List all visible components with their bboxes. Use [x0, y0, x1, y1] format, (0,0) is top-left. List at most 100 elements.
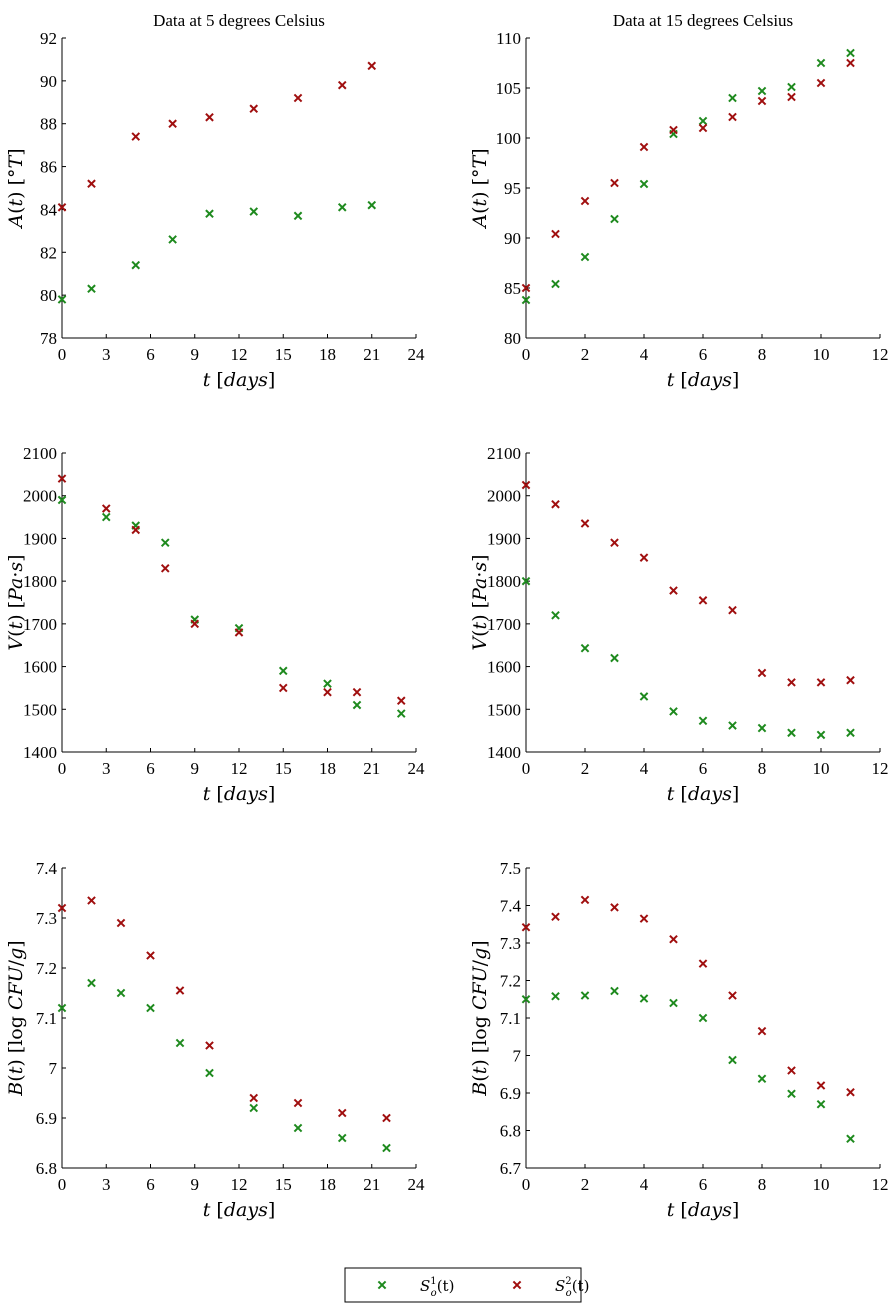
chart-title: Data at 5 degrees Celsius: [153, 11, 325, 30]
series-1: [521, 48, 855, 305]
data-point: [521, 576, 531, 586]
data-point: [205, 1041, 214, 1050]
data-point: [175, 986, 185, 995]
chart-panel-3: 0 3 6 9 12 15 18 21 24 1400 1500 1600 1700 1800 1900 20…: [5, 444, 425, 805]
x-tick-label: 12: [231, 345, 248, 364]
data-point: [352, 687, 362, 697]
data-point: [610, 986, 619, 996]
data-point: [580, 519, 590, 528]
data-point: [87, 284, 96, 294]
series-1: [57, 978, 391, 1153]
data-point: [168, 235, 177, 244]
y-tick-label: 7.1: [500, 1009, 521, 1028]
data-point: [698, 123, 708, 133]
y-tick-label: 82: [40, 243, 57, 262]
x-tick-label: 12: [872, 1175, 889, 1194]
x-axis-label: t [days]: [667, 783, 740, 805]
y-tick-label: 85: [504, 279, 521, 298]
series-2: [521, 480, 855, 687]
x-tick-label: 3: [102, 759, 111, 778]
data-point: [337, 1133, 347, 1143]
data-point: [249, 207, 259, 216]
y-tick-label: 6.9: [36, 1109, 57, 1128]
y-tick-label: 1700: [23, 615, 57, 634]
data-point: [396, 696, 406, 706]
data-point: [816, 730, 826, 740]
data-point: [382, 1113, 391, 1123]
x-tick-label: 18: [319, 345, 336, 364]
chart-panel-4: 0 2 4 6 8 10 12 1400 1500 1600 1700 1800 1900 2000 210…: [469, 444, 889, 805]
data-point: [639, 994, 649, 1003]
y-tick-label: 90: [504, 229, 521, 248]
data-point: [175, 1038, 185, 1048]
data-point: [669, 707, 678, 716]
y-tick-label: 88: [40, 115, 57, 134]
data-point: [580, 252, 590, 262]
data-point: [323, 687, 332, 697]
y-tick-label: 80: [504, 329, 521, 348]
x-axis-label: t [days]: [203, 369, 276, 391]
data-point: [293, 93, 303, 103]
x-tick-label: 24: [408, 1175, 426, 1194]
data-point: [521, 295, 531, 305]
data-point: [698, 596, 708, 605]
data-point: [639, 914, 649, 923]
data-point: [669, 998, 678, 1008]
legend-marker: [377, 1280, 387, 1290]
data-point: [293, 211, 303, 221]
data-point: [323, 679, 332, 688]
y-tick-label: 95: [504, 179, 521, 198]
data-point: [57, 1003, 67, 1013]
data-point: [57, 495, 67, 505]
x-tick-label: 6: [699, 345, 708, 364]
y-tick-label: 7.3: [500, 934, 521, 953]
data-point: [816, 78, 826, 88]
x-tick-label: 0: [522, 759, 531, 778]
data-point: [87, 179, 96, 189]
data-point: [337, 1108, 347, 1118]
data-point: [249, 1103, 259, 1113]
data-point: [551, 991, 560, 1001]
x-tick-label: 2: [581, 759, 590, 778]
y-tick-label: 2000: [23, 487, 57, 506]
data-point: [757, 96, 767, 106]
data-point: [669, 586, 678, 595]
series-2: [521, 58, 855, 293]
x-tick-label: 18: [319, 1175, 336, 1194]
data-point: [787, 728, 796, 738]
y-tick-label: 1500: [23, 700, 57, 719]
data-point: [57, 295, 67, 304]
data-point: [757, 1026, 767, 1036]
data-point: [367, 61, 377, 71]
data-point: [816, 58, 826, 68]
series-2: [521, 895, 855, 1097]
x-tick-label: 3: [102, 345, 111, 364]
x-axis-label: t [days]: [203, 783, 276, 805]
data-point: [639, 179, 649, 189]
x-tick-label: 12: [872, 759, 889, 778]
y-tick-label: 7.5: [500, 859, 521, 878]
y-tick-label: 6.8: [36, 1159, 57, 1178]
data-point: [337, 80, 347, 90]
y-tick-label: 84: [40, 200, 58, 219]
data-point: [580, 643, 590, 653]
x-tick-label: 6: [146, 759, 155, 778]
data-point: [610, 214, 619, 224]
x-axis-label: t [days]: [667, 1199, 740, 1221]
data-point: [551, 611, 560, 620]
y-tick-label: 7.4: [36, 859, 58, 878]
data-point: [521, 480, 531, 490]
y-tick-label: 100: [496, 129, 522, 148]
data-point: [131, 132, 141, 141]
y-tick-label: 105: [496, 79, 522, 98]
data-point: [610, 653, 619, 663]
y-tick-label: 7.3: [36, 909, 57, 928]
chart-panel-2: 0 2 4 6 8 10 12 80 85 90 95 100 105 110 Data at 15 deg…: [469, 11, 889, 391]
data-point: [367, 200, 377, 210]
y-tick-label: 92: [40, 29, 57, 48]
data-point: [116, 918, 126, 928]
y-axis-label: B(t) [log CFU/g]: [5, 940, 27, 1096]
data-point: [610, 178, 619, 188]
y-tick-label: 7: [513, 1047, 522, 1066]
